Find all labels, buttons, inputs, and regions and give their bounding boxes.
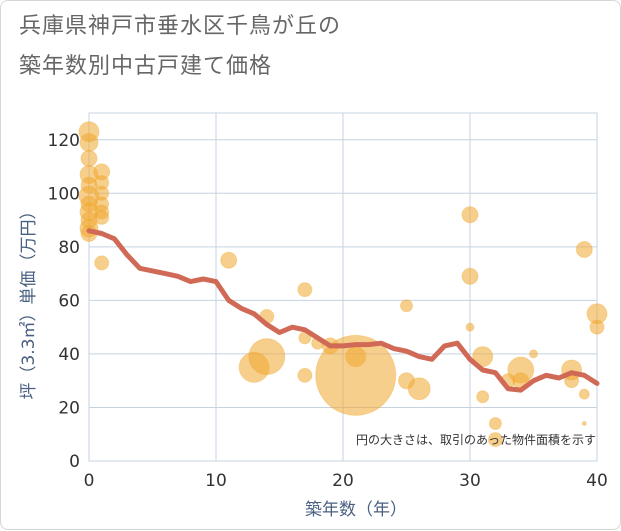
- bubble-point: [80, 150, 98, 168]
- y-tick-label: 100: [48, 184, 80, 204]
- bubble-point: [94, 209, 110, 225]
- bubble-point: [476, 390, 490, 404]
- bubble-point: [220, 251, 238, 269]
- x-tick-label: 40: [586, 471, 608, 491]
- average-price-line: [86, 228, 600, 393]
- bubble-point: [589, 319, 605, 335]
- x-tick-label: 0: [84, 471, 95, 491]
- bubble-point: [79, 132, 99, 152]
- bubble-point: [400, 299, 413, 313]
- bubble-point: [487, 432, 503, 448]
- bubble-point: [94, 255, 110, 271]
- x-axis-label: 築年数（年）: [305, 500, 407, 520]
- y-tick-label: 20: [58, 398, 80, 418]
- x-tick-label: 10: [205, 471, 227, 491]
- y-tick-label: 80: [58, 238, 80, 258]
- bubble-point: [315, 334, 397, 416]
- bubble-point: [345, 346, 367, 368]
- chart-title-line-1: 兵庫県神戸市垂水区千鳥が丘の: [19, 14, 342, 39]
- bubble-point: [398, 372, 415, 390]
- bubble-point: [297, 282, 313, 298]
- bubble-point: [575, 241, 593, 259]
- x-tick-label: 20: [332, 471, 354, 491]
- bubble-size-note: 円の大きさは、取引のあった物件面積を示す: [356, 432, 596, 447]
- bubble-point: [80, 176, 98, 194]
- y-tick-label: 0: [69, 452, 80, 472]
- y-tick-label: 40: [58, 345, 80, 365]
- bubble-point: [297, 367, 313, 383]
- bubble-point: [581, 421, 587, 427]
- bubble-point: [529, 349, 538, 359]
- y-tick-label: 120: [48, 131, 80, 151]
- y-axis-label: 坪（3.3㎡）単価（万円）: [19, 202, 39, 399]
- chart-title-line-2: 築年数別中古戸建て価格: [19, 54, 273, 79]
- bubble-point: [461, 206, 479, 224]
- bubble-point: [238, 351, 270, 383]
- bubble-point: [461, 267, 479, 285]
- x-tick-label: 30: [459, 471, 481, 491]
- y-tick-label: 60: [58, 291, 80, 311]
- bubble-point: [488, 417, 502, 431]
- bubble-point: [465, 322, 475, 332]
- bubble-point: [578, 388, 590, 400]
- bubble-point: [472, 346, 494, 368]
- axis-ticks: 0 10 20 30 40 0 20 40 60 80 100 120: [48, 131, 608, 491]
